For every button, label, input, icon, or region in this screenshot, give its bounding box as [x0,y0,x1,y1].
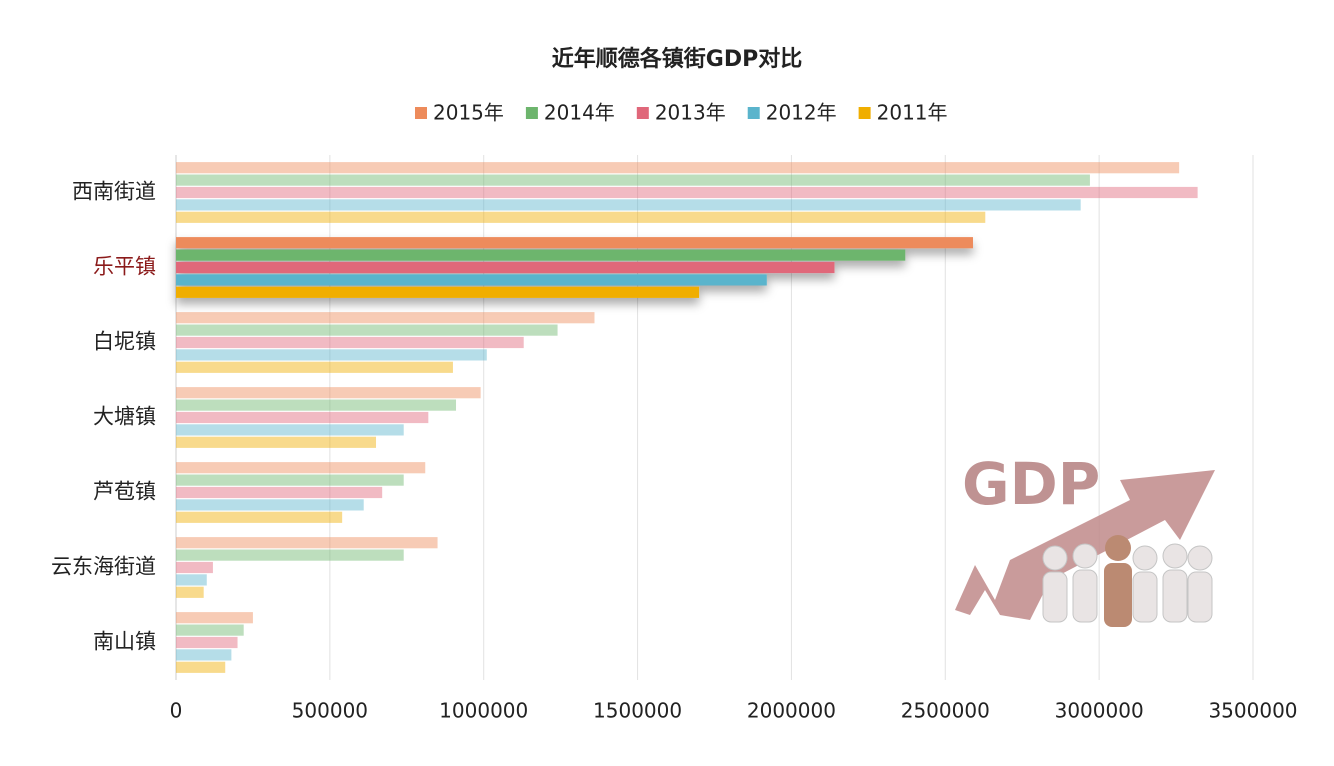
y-tick-label: 云东海街道 [51,555,156,579]
x-tick-label: 1000000 [439,699,528,723]
bar [176,436,377,448]
x-tick-label: 0 [170,699,183,723]
bar [176,249,906,261]
bar [176,486,383,499]
bar [176,336,524,349]
x-tick-label: 1500000 [593,699,682,723]
legend-swatch [858,107,871,119]
bar [176,661,226,673]
legend-swatch [636,107,649,119]
legend-label: 2013年 [655,101,726,125]
bar [176,574,207,586]
y-tick-label: 西南街道 [72,180,156,204]
bar [176,636,238,649]
bar [176,349,487,361]
legend-label: 2012年 [766,101,837,125]
grid: 0 500000 1000000 1500000 2000000 2500000 30000… [170,155,1298,723]
bar [176,624,244,636]
bar [176,612,253,624]
highlight-group [176,237,973,298]
bar [176,424,404,436]
bar [176,474,404,486]
legend-label: 2011年 [877,101,948,125]
bar [176,286,700,298]
bar [176,586,204,598]
bar [176,361,453,373]
bar [176,162,1180,174]
bar [176,186,1198,199]
bar [176,549,404,561]
bar [176,537,438,549]
legend: 2015年 2014年 2013年 2012年 2011年 [415,101,948,125]
bar [176,499,364,511]
gdp-illustration: GDP [955,450,1215,627]
legend-swatch [525,107,538,119]
bar [176,411,429,424]
bar [176,199,1081,211]
bar [176,237,973,249]
legend-swatch [415,107,427,119]
y-tick-label: 白坭镇 [93,330,156,354]
chart-title: 近年顺德各镇街GDP对比 [552,46,802,72]
x-tick-label: 2500000 [901,699,990,723]
x-tick-label: 2000000 [747,699,836,723]
x-tick-label: 3000000 [1055,699,1144,723]
bar [176,174,1090,186]
x-tick-label: 3500000 [1208,699,1297,723]
y-tick-label: 芦苞镇 [93,480,156,504]
y-tick-label: 南山镇 [93,630,156,654]
bar [176,561,213,574]
bar [176,211,986,223]
x-tick-label: 500000 [292,699,368,723]
y-tick-label: 大塘镇 [93,405,156,429]
bar [176,261,835,274]
bar [176,399,457,411]
bar [176,387,481,399]
bar [176,649,232,661]
legend-swatch [747,107,760,119]
bar [176,312,595,324]
bar [176,324,558,336]
illustration-text: GDP [962,450,1100,518]
bar [176,462,426,474]
y-tick-label: 乐平镇 [93,255,156,279]
legend-label: 2015年 [433,101,504,125]
bar [176,511,343,523]
bar [176,274,767,286]
legend-label: 2014年 [544,101,615,125]
